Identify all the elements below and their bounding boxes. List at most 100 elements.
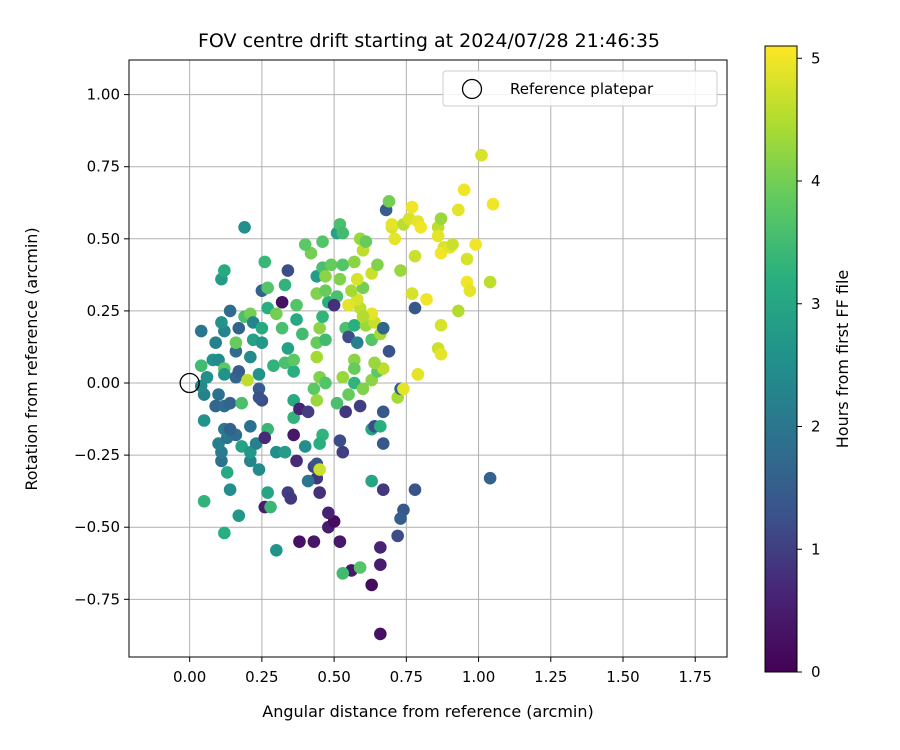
scatter-point	[218, 526, 231, 540]
scatter-point	[218, 264, 231, 277]
scatter-point	[232, 509, 246, 522]
y-tick-label: 0.50	[87, 230, 120, 248]
x-tick-label: 1.50	[606, 668, 639, 686]
colorbar-tick-label: 3	[811, 295, 821, 313]
scatter-point	[382, 344, 396, 358]
scatter-point	[264, 500, 277, 514]
scatter-point	[475, 148, 488, 162]
scatter-point	[463, 284, 477, 298]
scatter-point	[223, 304, 237, 318]
scatter-point	[258, 431, 272, 445]
scatter-point	[229, 344, 243, 358]
scatter-point	[290, 313, 303, 326]
scatter-point	[319, 376, 332, 390]
scatter-point	[348, 353, 361, 367]
scatter-point	[374, 558, 387, 572]
scatter-point	[313, 463, 326, 476]
y-tick-label: 0.75	[87, 158, 120, 176]
scatter-point	[194, 324, 208, 338]
grid-lines	[129, 60, 727, 657]
x-tick-label: 0.25	[245, 668, 278, 686]
scatter-point	[278, 278, 292, 292]
x-axis-ticks: 0.00 0.25 0.50 0.75 1.00 1.25 1.50 1.75	[173, 657, 712, 686]
scatter-point	[333, 434, 347, 447]
legend-label: Reference platepar	[510, 80, 654, 98]
x-axis-title: Angular distance from reference (arcmin)	[262, 702, 593, 721]
scatter-point	[255, 321, 269, 335]
colorbar: 0 1 2 3 4 5 Hours from first FF file	[764, 45, 852, 681]
scatter-point	[339, 405, 352, 419]
scatter-point	[316, 235, 329, 248]
x-tick-label: 0.00	[173, 668, 206, 686]
scatter-point	[270, 543, 283, 557]
x-tick-label: 1.25	[534, 668, 567, 686]
scatter-point	[215, 454, 228, 468]
scatter-point	[255, 336, 269, 349]
plot-frame	[128, 59, 728, 658]
x-tick-label: 1.00	[462, 668, 495, 686]
colorbar-tick-label: 4	[811, 172, 821, 190]
scatter-point	[434, 347, 448, 361]
colorbar-tick-label: 1	[811, 540, 821, 558]
scatter-point	[209, 399, 222, 413]
reference-platepar-marker	[179, 372, 200, 394]
scatter-point	[235, 396, 248, 410]
scatter-point	[252, 368, 266, 381]
scatter-point	[301, 474, 315, 488]
x-tick-label: 0.75	[390, 668, 423, 686]
scatter-point	[457, 183, 471, 197]
scatter-point	[359, 235, 373, 248]
scatter-point	[333, 272, 347, 286]
scatter-point	[397, 382, 410, 396]
scatter-point	[313, 437, 326, 450]
scatter-point	[275, 295, 289, 309]
scatter-point	[385, 218, 399, 231]
scatter-point	[405, 200, 419, 214]
scatter-point	[408, 483, 422, 497]
scatter-point	[275, 321, 289, 335]
scatter-point	[405, 287, 419, 300]
scatter-point	[319, 284, 332, 298]
scatter-point	[411, 368, 425, 381]
scatter-point	[316, 310, 329, 323]
scatter-point	[252, 391, 266, 404]
scatter-point	[301, 405, 315, 419]
scatter-point	[232, 321, 246, 335]
scatter-point	[298, 238, 312, 251]
scatter-point	[241, 373, 254, 387]
scatter-point	[353, 561, 367, 574]
scatter-point	[356, 382, 370, 396]
y-tick-label: 0.25	[87, 302, 120, 320]
scatter-point	[336, 226, 350, 240]
scatter-point	[382, 195, 396, 208]
scatter-point	[267, 359, 280, 373]
scatter-point	[252, 463, 266, 476]
scatter-point	[342, 388, 355, 401]
scatter-point	[244, 454, 257, 468]
scatter-point	[431, 229, 445, 243]
scatter-point	[342, 298, 355, 312]
scatter-point	[278, 445, 292, 459]
scatter-point	[212, 388, 225, 401]
scatter-point	[307, 382, 321, 396]
scatter-point	[374, 541, 387, 554]
scatter-point	[322, 506, 335, 520]
scatter-point	[483, 275, 497, 289]
scatter-point	[376, 483, 390, 497]
scatter-point	[376, 321, 390, 335]
scatter-point	[307, 535, 321, 548]
scatter-point	[197, 414, 211, 427]
colorbar-tick-label: 5	[811, 49, 821, 67]
scatter-point	[252, 382, 266, 396]
colorbar-tick-label: 0	[811, 663, 821, 681]
scatter-point	[310, 350, 324, 364]
scatter-point	[394, 512, 407, 525]
scatter-point	[356, 310, 370, 323]
scatter-point	[434, 319, 448, 332]
scatter-point	[270, 307, 283, 321]
scatter-point	[336, 567, 350, 580]
scatter-point	[209, 336, 222, 349]
scatter-point	[371, 258, 384, 272]
y-tick-label: 1.00	[87, 86, 120, 104]
